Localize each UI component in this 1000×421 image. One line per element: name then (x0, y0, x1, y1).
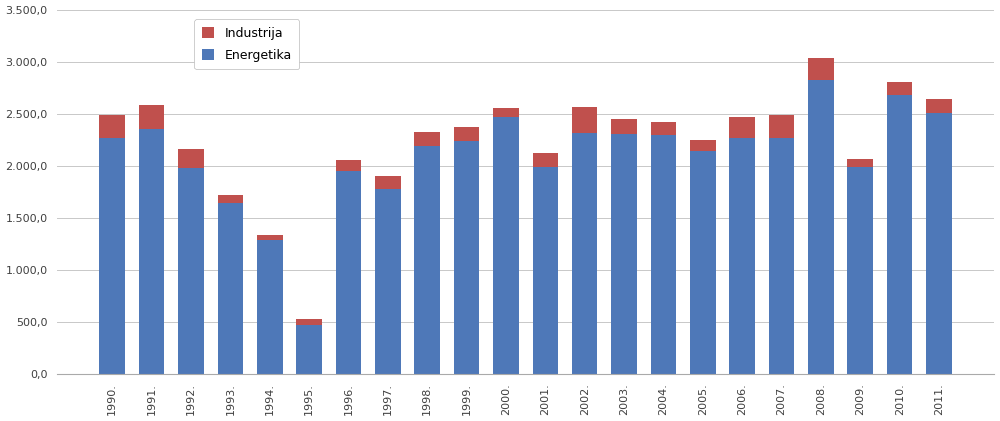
Bar (887, 83, 912, 95)
Bar (493, 117, 519, 374)
Bar (572, 107, 597, 133)
Bar (99, 138, 125, 374)
Bar (336, 171, 361, 374)
Bar (296, 319, 322, 325)
Bar (887, 95, 912, 374)
Bar (808, 80, 834, 374)
Bar (178, 168, 204, 374)
Bar (139, 129, 164, 374)
Bar (651, 136, 676, 374)
Bar (414, 132, 440, 146)
Bar (296, 325, 322, 374)
Bar (218, 195, 243, 203)
Bar (454, 141, 479, 374)
Bar (690, 140, 716, 151)
Bar (533, 153, 558, 167)
Bar (336, 160, 361, 171)
Bar (375, 189, 401, 374)
Bar (769, 138, 794, 374)
Legend: Industrija, Energetika: Industrija, Energetika (194, 19, 299, 69)
Bar (926, 112, 952, 374)
Bar (847, 167, 873, 374)
Bar (729, 138, 755, 374)
Bar (572, 133, 597, 374)
Bar (375, 176, 401, 189)
Bar (769, 115, 794, 138)
Bar (729, 117, 755, 138)
Bar (690, 151, 716, 374)
Bar (808, 58, 834, 80)
Bar (926, 99, 952, 112)
Bar (178, 149, 204, 168)
Bar (611, 119, 637, 134)
Bar (847, 160, 873, 167)
Bar (139, 105, 164, 129)
Bar (218, 203, 243, 374)
Bar (533, 167, 558, 374)
Bar (257, 240, 283, 374)
Bar (99, 115, 125, 138)
Bar (651, 122, 676, 136)
Bar (611, 134, 637, 374)
Bar (454, 127, 479, 141)
Bar (414, 146, 440, 374)
Bar (257, 235, 283, 240)
Bar (493, 108, 519, 117)
